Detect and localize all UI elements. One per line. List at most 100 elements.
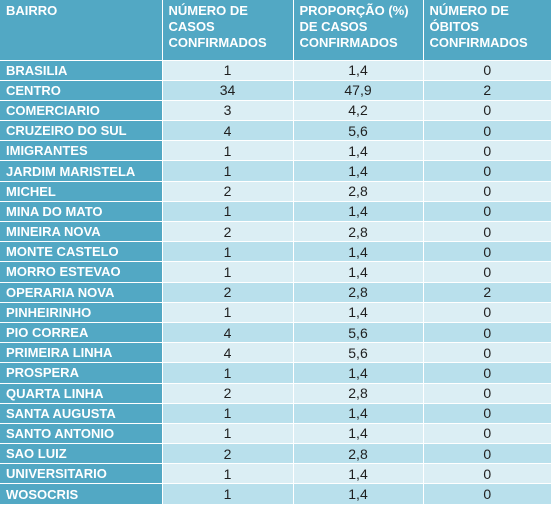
cell-proporcao: 1,4 — [293, 200, 424, 222]
cell-casos: 1 — [162, 261, 294, 283]
cell-bairro: SAO LUIZ — [0, 443, 163, 464]
cell-casos: 1 — [162, 241, 294, 262]
cell-bairro: MINA DO MATO — [0, 200, 163, 222]
cell-obitos: 0 — [423, 120, 551, 141]
cell-obitos: 0 — [423, 261, 551, 283]
cell-obitos: 0 — [423, 241, 551, 262]
cell-casos: 2 — [162, 220, 294, 242]
cell-casos: 2 — [162, 382, 294, 404]
cell-casos: 2 — [162, 180, 294, 202]
table-row: MICHEL 2 2,8 0 — [0, 180, 551, 202]
cell-proporcao: 2,8 — [293, 180, 424, 202]
cell-bairro: SANTO ANTONIO — [0, 422, 163, 444]
table-header: BAIRRO NÚMERO DE CASOS CONFIRMADOS PROPO… — [0, 0, 551, 60]
table-row: CRUZEIRO DO SUL 4 5,6 0 — [0, 120, 551, 141]
header-row: BAIRRO NÚMERO DE CASOS CONFIRMADOS PROPO… — [0, 0, 551, 60]
table-row: MONTE CASTELO 1 1,4 0 — [0, 241, 551, 262]
cell-obitos: 0 — [423, 59, 551, 81]
cell-proporcao: 1,4 — [293, 362, 424, 383]
cell-bairro: JARDIM MARISTELA — [0, 160, 163, 182]
cell-casos: 4 — [162, 120, 294, 141]
table-row: PINHEIRINHO 1 1,4 0 — [0, 301, 551, 323]
cell-casos: 1 — [162, 160, 294, 182]
table-row: UNIVERSITARIO 1 1,4 0 — [0, 463, 551, 484]
cell-obitos: 0 — [423, 200, 551, 222]
table-row: SANTO ANTONIO 1 1,4 0 — [0, 422, 551, 444]
cell-proporcao: 1,4 — [293, 483, 424, 505]
cell-obitos: 0 — [423, 483, 551, 505]
table-row: PROSPERA 1 1,4 0 — [0, 362, 551, 383]
table-row: IMIGRANTES 1 1,4 0 — [0, 140, 551, 161]
cell-obitos: 0 — [423, 422, 551, 444]
cell-obitos: 2 — [423, 79, 551, 101]
table-row: BRASILIA 1 1,4 0 — [0, 59, 551, 81]
cell-proporcao: 2,8 — [293, 281, 424, 303]
cell-obitos: 0 — [423, 362, 551, 383]
cell-bairro: OPERARIA NOVA — [0, 281, 163, 303]
cell-bairro: SANTA AUGUSTA — [0, 402, 163, 424]
table-row: WOSOCRIS 1 1,4 0 — [0, 483, 551, 505]
cell-obitos: 0 — [423, 220, 551, 242]
cell-casos: 2 — [162, 443, 294, 464]
cell-bairro: UNIVERSITARIO — [0, 463, 163, 484]
cell-proporcao: 5,6 — [293, 342, 424, 363]
cell-proporcao: 2,8 — [293, 220, 424, 242]
cell-bairro: IMIGRANTES — [0, 140, 163, 161]
cell-bairro: BRASILIA — [0, 59, 163, 81]
cell-proporcao: 1,4 — [293, 301, 424, 323]
cell-bairro: WOSOCRIS — [0, 483, 163, 505]
cell-obitos: 0 — [423, 180, 551, 202]
cell-proporcao: 1,4 — [293, 402, 424, 424]
cell-proporcao: 1,4 — [293, 160, 424, 182]
cell-casos: 4 — [162, 342, 294, 363]
cell-bairro: COMERCIARIO — [0, 99, 163, 121]
cell-proporcao: 1,4 — [293, 241, 424, 262]
cell-obitos: 0 — [423, 342, 551, 363]
table-row: MINA DO MATO 1 1,4 0 — [0, 200, 551, 222]
cell-obitos: 0 — [423, 382, 551, 404]
cell-proporcao: 1,4 — [293, 261, 424, 283]
cell-proporcao: 1,4 — [293, 463, 424, 484]
cell-casos: 1 — [162, 483, 294, 505]
table-row: OPERARIA NOVA 2 2,8 2 — [0, 281, 551, 303]
cell-bairro: CRUZEIRO DO SUL — [0, 120, 163, 141]
cell-proporcao: 1,4 — [293, 422, 424, 444]
cell-bairro: MINEIRA NOVA — [0, 220, 163, 242]
table-body: BRASILIA 1 1,4 0 CENTRO 34 47,9 2 COMERCIARIO 3 4,… — [0, 59, 551, 505]
cell-casos: 1 — [162, 301, 294, 323]
header-obitos: NÚMERO DE ÓBITOS CONFIRMADOS — [423, 0, 551, 60]
table-row: PRIMEIRA LINHA 4 5,6 0 — [0, 342, 551, 363]
header-proporcao: PROPORÇÃO (%) DE CASOS CONFIRMADOS — [293, 0, 424, 60]
table-row: QUARTA LINHA 2 2,8 0 — [0, 382, 551, 404]
cell-casos: 1 — [162, 140, 294, 161]
cell-bairro: PIO CORREA — [0, 321, 163, 343]
cell-proporcao: 47,9 — [293, 79, 424, 101]
cell-bairro: PROSPERA — [0, 362, 163, 383]
cell-obitos: 0 — [423, 443, 551, 464]
cell-bairro: PRIMEIRA LINHA — [0, 342, 163, 363]
cell-proporcao: 5,6 — [293, 321, 424, 343]
cell-obitos: 0 — [423, 140, 551, 161]
cell-obitos: 0 — [423, 321, 551, 343]
cell-obitos: 0 — [423, 160, 551, 182]
table-row: JARDIM MARISTELA 1 1,4 0 — [0, 160, 551, 182]
cell-proporcao: 4,2 — [293, 99, 424, 121]
cell-casos: 4 — [162, 321, 294, 343]
table-row: COMERCIARIO 3 4,2 0 — [0, 99, 551, 121]
cell-obitos: 0 — [423, 463, 551, 484]
cell-proporcao: 2,8 — [293, 443, 424, 464]
cell-casos: 1 — [162, 362, 294, 383]
cell-proporcao: 1,4 — [293, 140, 424, 161]
cell-obitos: 0 — [423, 402, 551, 424]
cell-obitos: 0 — [423, 99, 551, 121]
table-row: CENTRO 34 47,9 2 — [0, 79, 551, 101]
table-row: SANTA AUGUSTA 1 1,4 0 — [0, 402, 551, 424]
cell-proporcao: 5,6 — [293, 120, 424, 141]
cell-obitos: 0 — [423, 301, 551, 323]
table-row: SAO LUIZ 2 2,8 0 — [0, 443, 551, 464]
cell-casos: 1 — [162, 402, 294, 424]
cell-casos: 1 — [162, 463, 294, 484]
cell-bairro: MONTE CASTELO — [0, 241, 163, 262]
cell-casos: 34 — [162, 79, 294, 101]
